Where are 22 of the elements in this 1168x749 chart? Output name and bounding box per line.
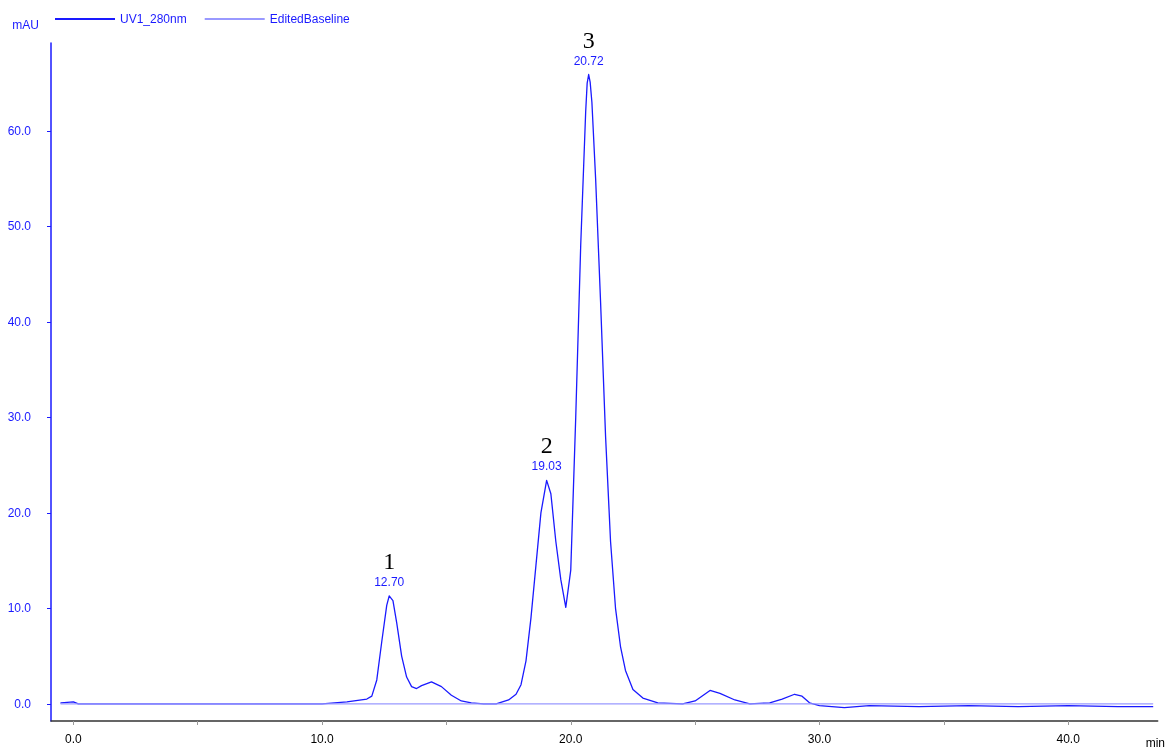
legend-label: UV1_280nm: [120, 12, 187, 26]
y-tick-label: 40.0: [7, 314, 32, 329]
x-tick-label: 40.0: [1056, 732, 1081, 746]
annotation: 12.70: [374, 574, 405, 589]
x-axis-title: min: [1145, 736, 1166, 749]
annotation: 2: [540, 432, 553, 459]
y-tick-label: 0.0: [14, 696, 32, 711]
annotation: 20.72: [573, 53, 604, 68]
x-tick-label: 30.0: [807, 732, 832, 746]
y-tick-label: 30.0: [7, 410, 32, 425]
y-tick-label: 50.0: [7, 219, 32, 234]
y-tick-label: 10.0: [7, 601, 32, 616]
y-tick-label: 20.0: [7, 505, 32, 520]
x-tick-label: 0.0: [65, 732, 83, 746]
annotation: 3: [582, 26, 595, 53]
y-tick-label: 60.0: [7, 123, 32, 138]
x-tick-label: 10.0: [310, 732, 335, 746]
annotation: 1: [383, 547, 396, 574]
annotation: 19.03: [531, 459, 562, 474]
x-tick-label: 20.0: [559, 732, 583, 746]
y-axis-title: mAU: [12, 18, 39, 32]
legend-label: EditedBaseline: [269, 12, 351, 26]
